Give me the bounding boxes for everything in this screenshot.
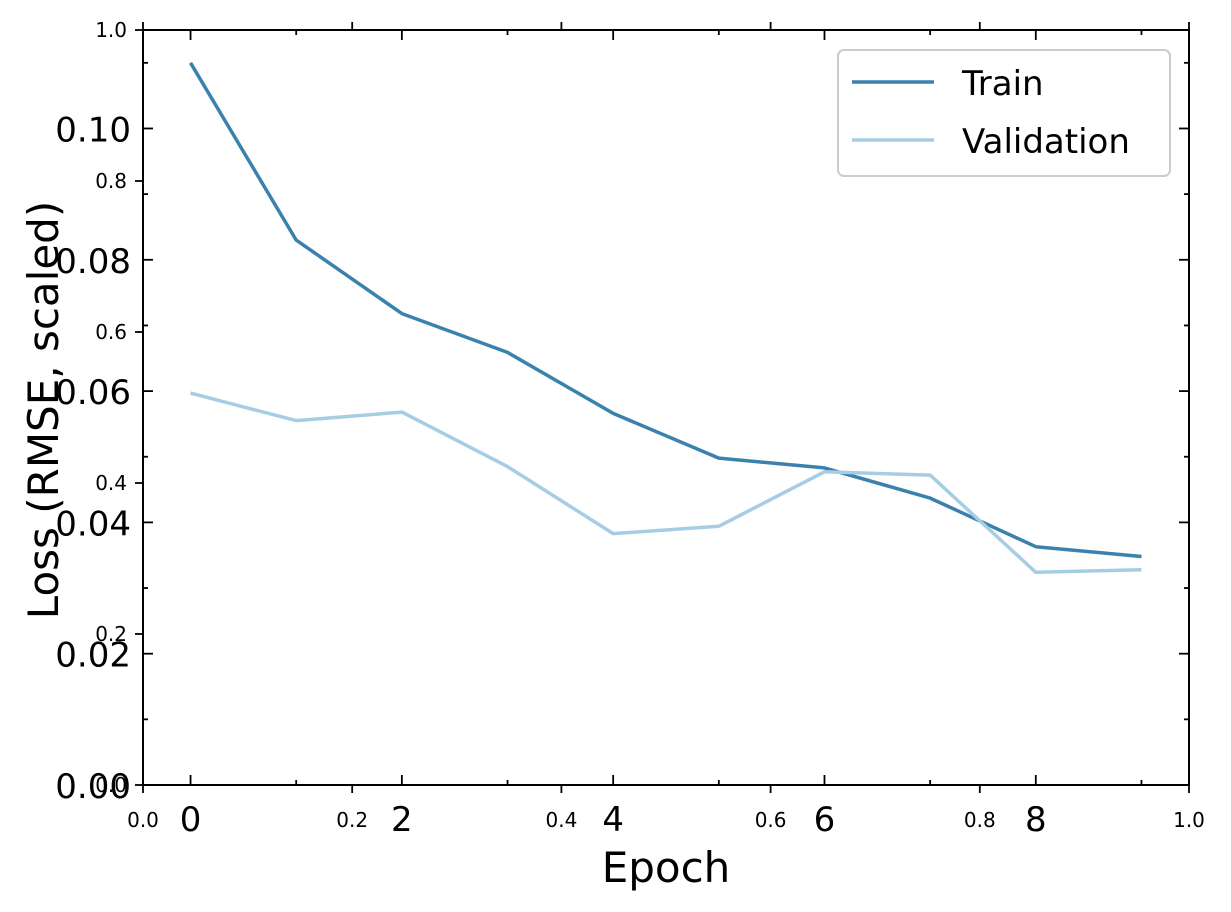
x-tick-label: 6 [814,800,836,840]
y-tick-label: 0.04 [55,504,131,544]
series-line-validation [190,391,1142,575]
legend-label-train: Train [961,64,1044,104]
y-tick-label: 0.10 [55,110,131,150]
x-tick-label: 0 [180,800,202,840]
plot-frame [142,29,1190,786]
overlay-x-tick-label: 0.2 [336,808,368,832]
overlay-x-tick-label: 1.0 [1173,808,1205,832]
overlay-y-tick-label: 0.6 [95,320,127,344]
x-tick-label: 4 [602,800,624,840]
overlay-x-tick-label: 0.0 [127,808,159,832]
y-tick-label: 0.08 [55,242,131,282]
series-layer [188,61,1142,575]
y-tick-label: 0.02 [55,636,131,676]
overlay-x-tick-label: 0.4 [545,808,577,832]
overlay-y-tick-label: 1.0 [95,18,127,42]
x-tick-label: 8 [1025,800,1047,840]
overlay-x-tick-label: 0.6 [755,808,787,832]
x-tick-label: 2 [391,800,413,840]
overlay-y-tick-label: 0.8 [95,169,127,193]
y-tick-label: 0.00 [55,767,131,807]
x-axis-title: Epoch [602,843,731,892]
y-tick-label: 0.06 [55,373,131,413]
legend: Train Validation [837,49,1171,177]
overlay-y-tick-label: 0.4 [95,471,127,495]
y-axis-title: Loss (RMSE, scaled) [19,201,68,619]
overlay-x-tick-label: 0.8 [964,808,996,832]
overlay-y-tick-label: 0.0 [95,773,127,797]
tick-label-layer: 0.0 0.2 0.4 0.6 0.8 1.0 0.0 0.2 0.4 0.6 0.8 1.0 0 2 4 6… [55,18,1205,840]
legend-label-validation: Validation [962,122,1130,162]
overlay-y-tick-label: 0.2 [95,622,127,646]
